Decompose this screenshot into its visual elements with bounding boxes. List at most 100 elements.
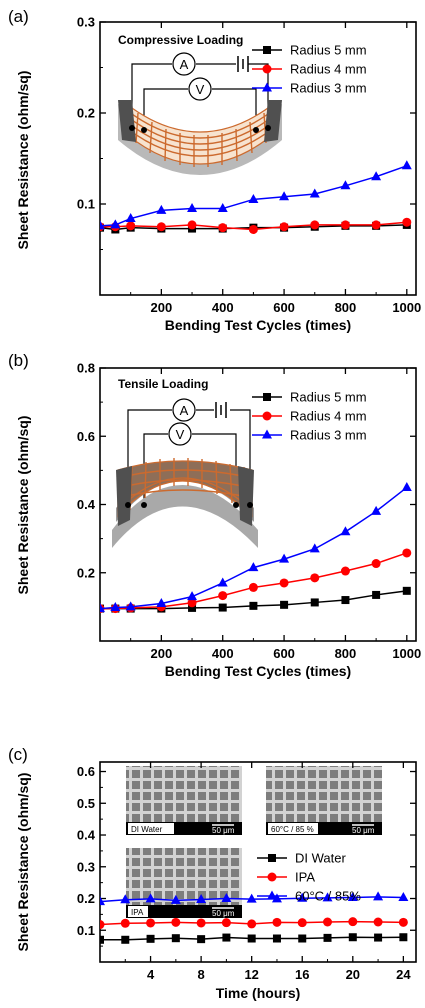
data-point xyxy=(247,934,256,943)
chart-0: 200 400 600 800 1000 0.1 0.2 0.3 Bending Test Cy… xyxy=(15,15,421,334)
y-axis-label: Sheet Resistance (ohm/sq) xyxy=(15,773,31,952)
legend-item: Radius 3 mm xyxy=(252,81,367,96)
data-point xyxy=(340,220,350,230)
x-tick-label: 400 xyxy=(212,300,234,315)
left-electrode xyxy=(118,100,136,142)
x-tick-label: 12 xyxy=(244,967,258,982)
legend-item: 60°C / 85% xyxy=(257,889,361,904)
legend-marker xyxy=(262,429,272,439)
chart-2: 4 8 12 16 20 24 0.1 0.2 0.3 0.4 0.5 0.6 Time (hours)… xyxy=(15,761,417,1001)
data-point xyxy=(246,893,257,903)
x-tick-label: 800 xyxy=(335,646,357,661)
ammeter-icon-b xyxy=(172,398,196,422)
legend-label: Radius 4 mm xyxy=(290,409,367,424)
legend-label: Radius 4 mm xyxy=(290,62,367,77)
data-point xyxy=(371,171,382,181)
data-point xyxy=(309,188,320,198)
data-point xyxy=(247,919,257,929)
data-point xyxy=(310,573,320,583)
x-tick-label: 4 xyxy=(147,967,155,982)
data-point xyxy=(279,578,289,588)
data-point xyxy=(348,917,358,927)
x-tick-label: 200 xyxy=(151,646,173,661)
legend: Radius 5 mm Radius 4 mm Radius 3 mm xyxy=(252,43,367,96)
right-electrode-b xyxy=(238,466,254,526)
data-point xyxy=(372,590,381,599)
data-point xyxy=(156,597,167,607)
panel-label-c: (c) xyxy=(8,745,28,764)
y-axis-label: Sheet Resistance (ohm/sq) xyxy=(15,416,31,595)
data-point xyxy=(371,220,381,230)
voltmeter-icon xyxy=(188,77,212,101)
inset-schematic-tensile: Tensile Loading A V xyxy=(112,377,258,548)
data-point xyxy=(218,223,228,233)
data-point xyxy=(145,893,156,903)
data-point xyxy=(399,933,408,942)
data-point xyxy=(126,221,136,231)
data-point xyxy=(340,180,351,190)
data-point xyxy=(221,918,231,928)
data-point xyxy=(402,586,411,595)
x-tick-label: 600 xyxy=(273,300,295,315)
data-point xyxy=(217,577,228,587)
x-axis-label: Time (hours) xyxy=(216,985,301,1001)
data-point xyxy=(222,933,231,942)
data-point xyxy=(196,893,207,903)
data-point xyxy=(373,891,384,901)
data-point xyxy=(347,892,358,902)
legend-marker xyxy=(267,890,277,900)
y-tick-label: 0.3 xyxy=(77,859,95,874)
data-point xyxy=(402,548,412,558)
data-point xyxy=(402,217,412,227)
data-point xyxy=(371,559,381,569)
x-tick-label: 800 xyxy=(335,300,357,315)
inset-title-a: Compressive Loading xyxy=(118,33,243,47)
legend-marker xyxy=(267,872,277,882)
substrate-shape-b xyxy=(112,485,258,548)
data-point xyxy=(120,918,130,928)
x-tick-label: 600 xyxy=(273,646,295,661)
data-point xyxy=(188,603,197,612)
data-point xyxy=(309,543,320,553)
data-point xyxy=(272,917,282,927)
x-tick-label: 400 xyxy=(212,646,234,661)
legend-label: Radius 3 mm xyxy=(290,81,367,96)
plot-frame xyxy=(99,761,417,963)
panel-label-a: (a) xyxy=(8,7,29,26)
data-point xyxy=(218,591,228,601)
data-point xyxy=(272,934,281,943)
data-point xyxy=(196,918,206,928)
data-point xyxy=(340,526,351,536)
series-radius-4-mm xyxy=(100,217,412,234)
y-tick-label: 0.4 xyxy=(77,828,96,843)
series-60-c-85 xyxy=(100,891,409,906)
inset-schematic-compressive: Compressive Loading A V xyxy=(118,33,282,175)
data-point xyxy=(398,917,408,927)
data-point xyxy=(156,204,167,214)
y-tick-label: 0.6 xyxy=(77,429,95,444)
data-point xyxy=(323,933,332,942)
x-tick-label: 1000 xyxy=(392,300,421,315)
data-point xyxy=(100,896,105,906)
legend-item: Radius 5 mm xyxy=(252,43,367,58)
data-point xyxy=(374,933,383,942)
y-tick-label: 0.1 xyxy=(77,923,95,938)
data-point xyxy=(279,222,289,232)
data-point xyxy=(156,222,166,232)
data-point xyxy=(218,603,227,612)
voltmeter-label-b: V xyxy=(176,427,185,442)
data-point xyxy=(398,892,409,902)
data-point xyxy=(100,603,105,613)
scale-bar-label: 50 μm xyxy=(352,826,375,835)
legend-marker xyxy=(262,411,272,421)
y-tick-label: 0.3 xyxy=(77,15,95,30)
legend-marker xyxy=(262,64,272,74)
series-di-water xyxy=(100,933,408,944)
data-point xyxy=(401,160,412,170)
data-point xyxy=(248,562,259,572)
legend-label: Radius 5 mm xyxy=(290,390,367,405)
data-point xyxy=(248,193,259,203)
data-point xyxy=(401,481,412,491)
panel-label-b: (b) xyxy=(8,351,29,370)
micrograph-60c-85: 60°C / 85 % 50 μm xyxy=(266,766,382,835)
